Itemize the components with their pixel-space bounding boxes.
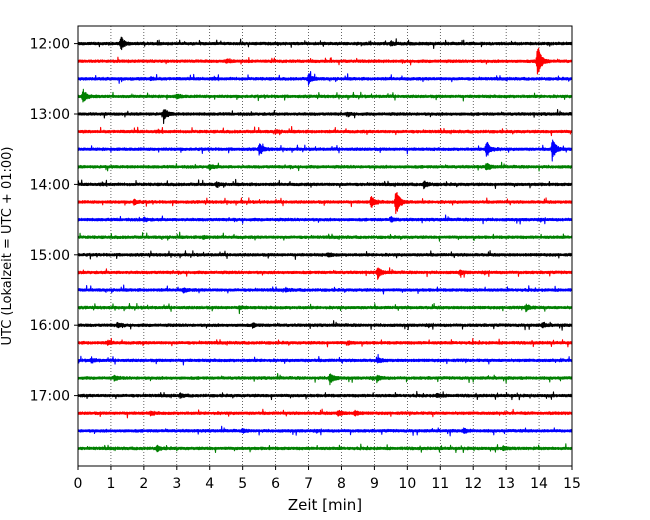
trace-17:15 [77,408,573,419]
x-tick-label-13: 13 [497,476,515,492]
trace-14:45 [77,231,573,242]
x-tick-label-3: 3 [172,476,181,492]
y-tick-label-16:00: 16:00 [30,318,70,334]
x-gridlines [110,26,540,466]
trace-12:45 [77,88,573,103]
x-tick-label-1: 1 [106,476,115,492]
trace-17:45 [77,443,573,454]
trace-12:15 [77,47,573,75]
y-tick-label-15:00: 15:00 [30,248,70,264]
y-tick-label-12:00: 12:00 [30,37,70,53]
trace-13:45 [77,161,573,172]
trace-15:15 [77,267,573,280]
x-tick-label-15: 15 [563,476,581,492]
x-tick-label-9: 9 [370,476,379,492]
x-tick-label-6: 6 [271,476,280,492]
trace-15:45 [77,302,573,315]
y-tick-label-17:00: 17:00 [30,389,70,405]
trace-14:15 [77,191,573,214]
trace-16:15 [77,337,573,348]
trace-12:00 [77,36,573,51]
trace-17:00 [77,390,573,401]
trace-15:30 [77,284,573,295]
plot-frame [77,25,573,467]
y-axis-ticks: 12:00 13:00 14:00 15:00 16:00 17:00 [30,37,78,405]
x-tick-label-0: 0 [74,476,83,492]
x-axis-label: Zeit [min] [288,496,362,514]
trace-16:45 [77,372,573,386]
trace-14:00 [77,178,573,190]
trace-13:00 [77,108,573,125]
trace-12:30 [77,71,573,86]
trace-14:30 [77,214,573,225]
trace-13:15 [77,126,573,137]
x-tick-label-8: 8 [337,476,346,492]
trace-16:00 [77,320,573,331]
x-tick-label-5: 5 [238,476,247,492]
x-tick-label-11: 11 [431,476,449,492]
x-tick-label-10: 10 [398,476,416,492]
y-tick-label-13:00: 13:00 [30,107,70,123]
x-tick-label-7: 7 [304,476,313,492]
x-axis-ticks: 0 1 2 3 4 5 6 7 8 9 10 11 12 13 14 15 [74,466,581,492]
trace-16:30 [77,353,573,366]
trace-17:30 [77,425,573,437]
y-tick-label-14:00: 14:00 [30,177,70,193]
x-tick-label-2: 2 [139,476,148,492]
seismic-traces [77,36,573,454]
x-tick-label-4: 4 [205,476,214,492]
x-tick-label-12: 12 [464,476,482,492]
x-tick-label-14: 14 [530,476,548,492]
y-axis-label: UTC (Lokalzeit = UTC + 01:00) [0,147,15,346]
trace-15:00 [77,250,573,260]
trace-13:30 [77,139,573,162]
